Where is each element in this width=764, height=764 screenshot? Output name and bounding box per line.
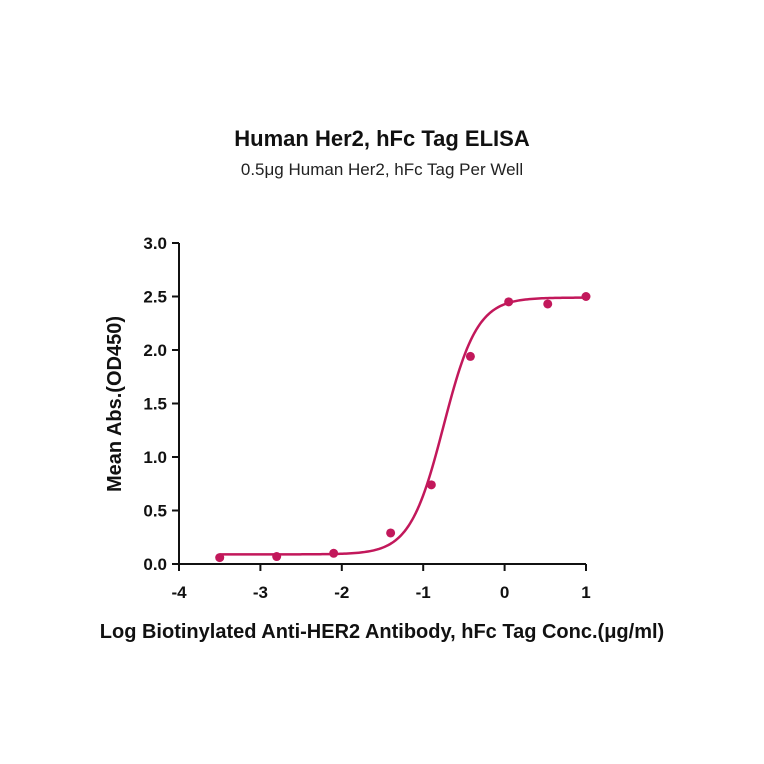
chart-subtitle: 0.5μg Human Her2, hFc Tag Per Well xyxy=(241,160,523,179)
x-tick-label: -3 xyxy=(253,583,268,602)
data-point xyxy=(272,552,282,562)
data-point xyxy=(426,480,436,490)
x-tick-label: 0 xyxy=(500,583,509,602)
y-tick-label: 1.0 xyxy=(143,448,167,467)
y-tick-label: 2.5 xyxy=(143,288,167,307)
x-ticks: -4 -3 -2 -1 0 1 xyxy=(171,564,591,602)
y-tick-label: 2.0 xyxy=(143,341,167,360)
x-tick-label: 1 xyxy=(581,583,590,602)
fit-curve xyxy=(219,296,587,556)
x-axis-label: Log Biotinylated Anti-HER2 Antibody, hFc… xyxy=(100,621,664,643)
data-point xyxy=(386,528,396,538)
data-point xyxy=(504,297,514,307)
data-point xyxy=(543,299,553,309)
data-point xyxy=(581,292,591,301)
y-tick-label: 3.0 xyxy=(143,234,167,253)
y-axis-label: Mean Abs.(OD450) xyxy=(104,316,126,492)
data-points xyxy=(215,292,591,563)
chart-title: Human Her2, hFc Tag ELISA xyxy=(234,126,530,151)
y-tick-label: 1.5 xyxy=(143,395,167,414)
x-tick-label: -2 xyxy=(334,583,349,602)
y-tick-label: 0.5 xyxy=(143,502,167,521)
x-tick-label: -1 xyxy=(416,583,431,602)
data-point xyxy=(329,548,339,558)
y-tick-label: 0.0 xyxy=(143,555,167,574)
data-point xyxy=(215,553,225,563)
y-ticks: 0.0 0.5 1.0 1.5 2.0 2.5 3.0 xyxy=(143,234,179,574)
x-tick-label: -4 xyxy=(171,583,187,602)
data-point xyxy=(465,351,475,361)
